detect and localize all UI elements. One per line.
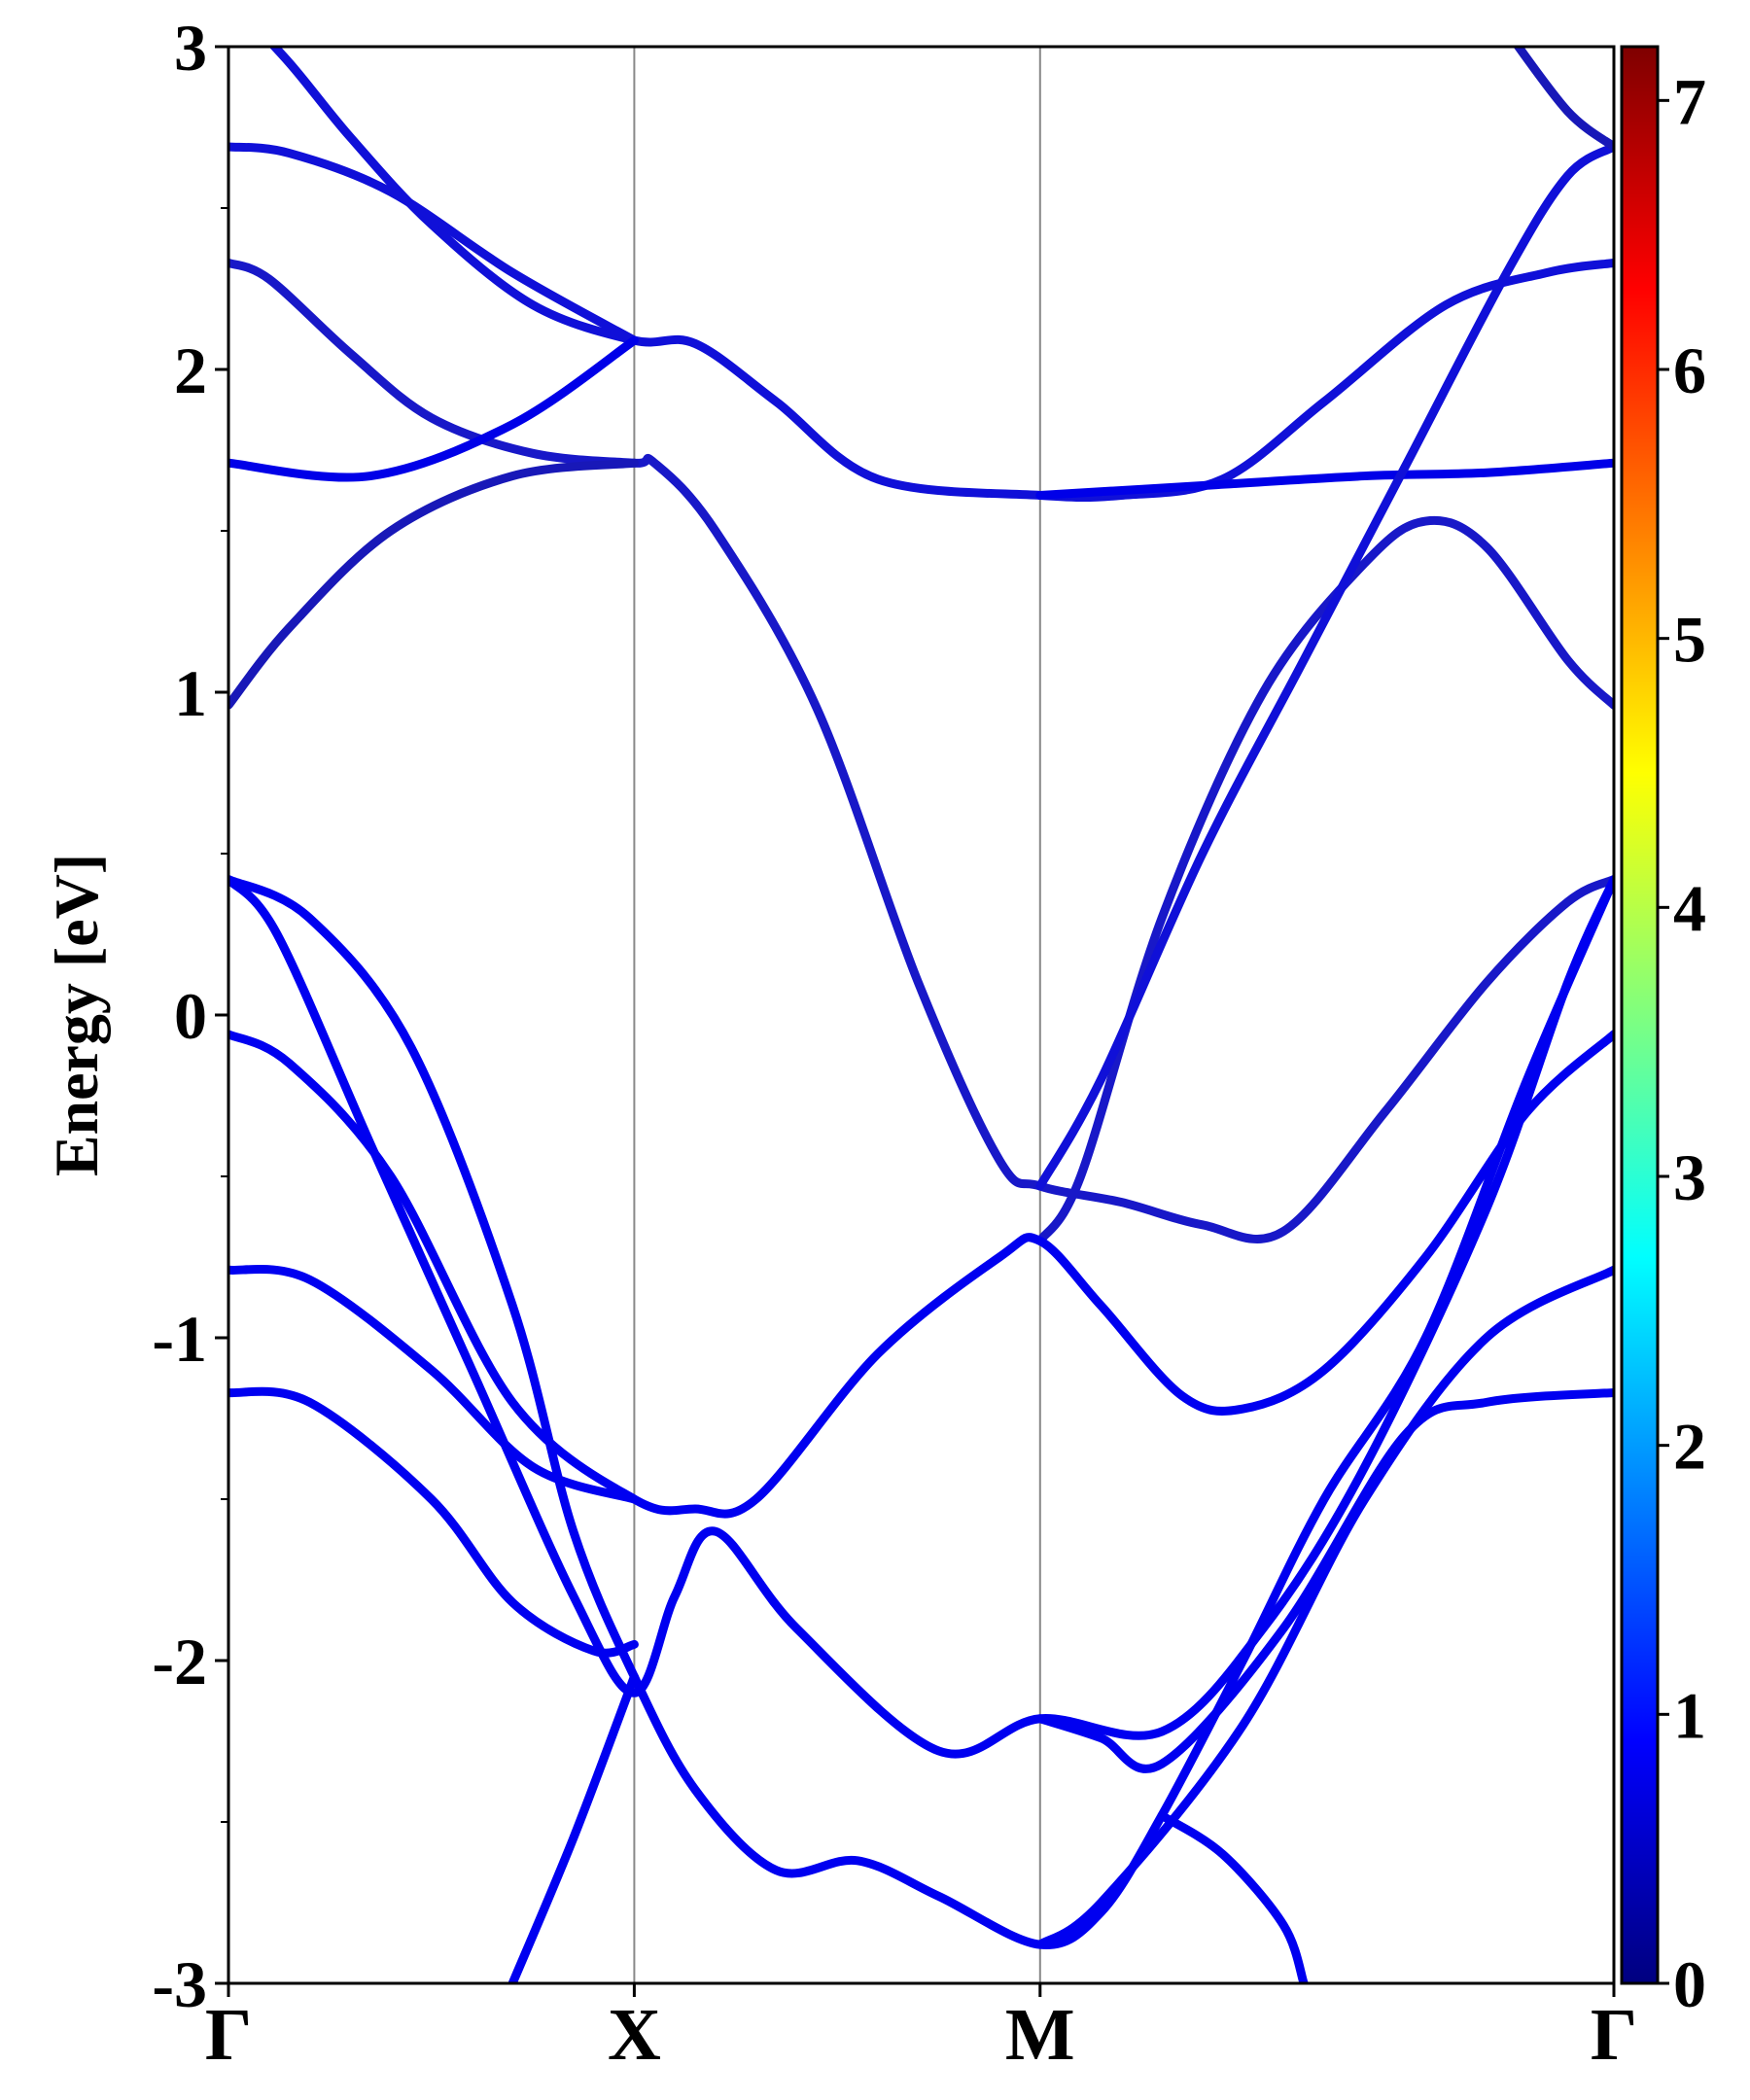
colorbar-tick-label-1: 1 — [1673, 1678, 1706, 1752]
y-tick-label-6: 3 — [174, 11, 207, 85]
band-line-9 — [228, 875, 1614, 1949]
band-line-3 — [228, 335, 639, 482]
k-point-separators — [633, 47, 1041, 1983]
band-line-6 — [1035, 515, 1614, 1245]
band-line-7 — [1035, 142, 1614, 1191]
colorbar: 0 1 2 3 4 5 6 7 — [1620, 45, 1706, 2021]
y-tick-label-5: 2 — [174, 333, 207, 407]
y-tick-label-3: 0 — [174, 979, 207, 1053]
band-line-1 — [228, 258, 1614, 1243]
band-line-16 — [1035, 1265, 1614, 1949]
colorbar-ticks: 0 1 2 3 4 5 6 7 — [1658, 64, 1706, 2021]
y-axis-label: Energy [eV] — [42, 854, 111, 1176]
band-line-14 — [508, 1672, 639, 1983]
band-line-4 — [228, 458, 639, 710]
k-point-label-0: Γ — [205, 1994, 252, 2076]
y-tick-label-1: -2 — [152, 1625, 207, 1698]
k-point-label-1: X — [608, 1994, 661, 2076]
band-line-12 — [228, 1264, 639, 1504]
colorbar-tick-label-0: 0 — [1673, 1947, 1706, 2021]
y-tick-label-0: -3 — [152, 1947, 207, 2021]
colorbar-tick-label-3: 3 — [1673, 1140, 1706, 1214]
colorbar-tick-label-4: 4 — [1673, 871, 1706, 945]
band-line-2 — [228, 142, 639, 345]
colorbar-gradient — [1620, 45, 1660, 1985]
band-line-15 — [1035, 1387, 1614, 1773]
band-line-10 — [228, 875, 1614, 1759]
colorbar-tick-label-6: 6 — [1673, 333, 1706, 407]
y-tick-label-4: 1 — [174, 656, 207, 730]
band-line-11 — [228, 1030, 1614, 1519]
band-lines — [228, 47, 1614, 1983]
band-line-17 — [1157, 1810, 1309, 1983]
colorbar-tick-label-5: 5 — [1673, 603, 1706, 677]
y-tick-label-2: -1 — [152, 1302, 207, 1376]
band-line-13 — [228, 1386, 639, 1658]
k-point-label-3: Γ — [1591, 1994, 1637, 2076]
band-line-5 — [1035, 458, 1614, 500]
k-point-label-2: M — [1005, 1994, 1075, 2076]
plot-area: -3 -2 -1 0 1 2 3 Γ X M Γ — [152, 11, 1637, 2076]
y-axis: -3 -2 -1 0 1 2 3 — [152, 11, 228, 2021]
colorbar-tick-label-2: 2 — [1673, 1410, 1706, 1484]
colorbar-tick-label-7: 7 — [1673, 64, 1706, 138]
